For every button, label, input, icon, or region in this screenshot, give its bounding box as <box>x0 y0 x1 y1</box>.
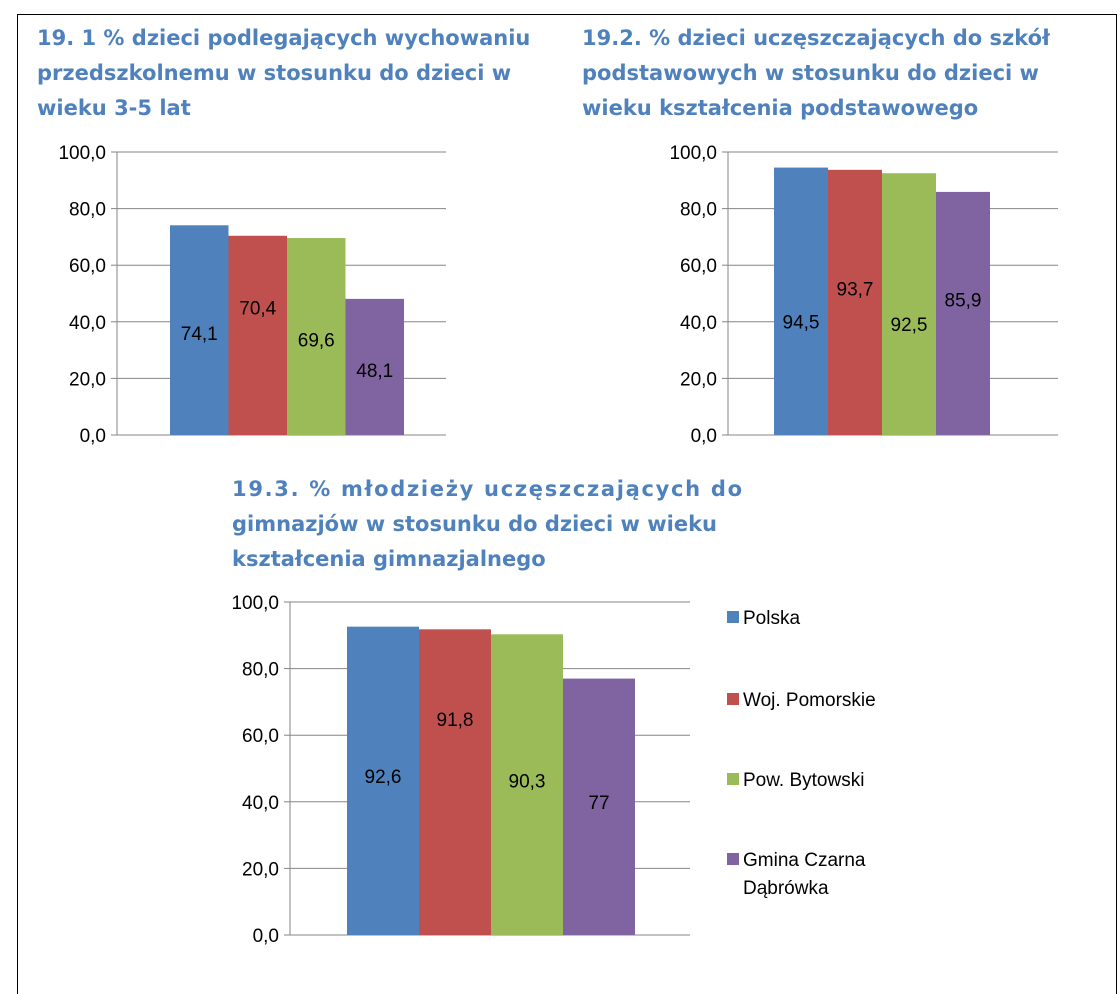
chart-title-line: przedszkolnemu w stosunku do dzieci w <box>37 61 511 85</box>
y-tick-label: 60,0 <box>680 256 717 277</box>
chart-title-line: 19.3. % młodzieży uczęszczających do <box>232 477 742 501</box>
bar-4 <box>936 191 990 435</box>
y-tick-label: 20,0 <box>680 369 717 390</box>
bar-3 <box>882 173 936 435</box>
y-tick-label: 60,0 <box>242 726 279 747</box>
bar-2 <box>828 169 882 436</box>
chart-title-line: 19.2. % dzieci uczęszczających do szkół <box>582 26 1051 50</box>
y-tick-label: 100,0 <box>669 143 717 164</box>
legend-label: Pow. Bytowski <box>743 770 864 791</box>
legend-swatch <box>727 773 739 785</box>
bar-1 <box>774 167 828 435</box>
legend-label: Gmina Czarna Dąbrówka <box>743 850 866 899</box>
legend-label: Woj. Pomorskie <box>743 690 876 711</box>
chart-title: 19. 1 % dzieci podlegających wychowaniu p… <box>37 26 530 120</box>
y-tick-label: 100,0 <box>58 143 106 164</box>
chart-title-line: wieku 3-5 lat <box>37 96 191 120</box>
bar-3 <box>287 238 346 435</box>
y-tick-label: 20,0 <box>242 859 279 880</box>
legend-label: Polska <box>743 608 800 629</box>
y-tick-label: 20,0 <box>69 369 106 390</box>
chart-title: 19.2. % dzieci uczęszczających do szkół p… <box>582 26 1051 120</box>
bar-4 <box>563 678 635 935</box>
y-tick-label: 0,0 <box>253 926 279 947</box>
figure-frame <box>17 14 1117 994</box>
data-label: 94,5 <box>783 312 820 333</box>
bar-1 <box>170 225 229 435</box>
data-label: 92,5 <box>891 315 928 336</box>
y-tick-label: 0,0 <box>80 426 106 447</box>
bar-2 <box>228 235 287 435</box>
data-label: 69,6 <box>298 331 335 352</box>
data-label: 77 <box>588 793 609 814</box>
data-label: 92,6 <box>365 767 402 788</box>
data-label: 85,9 <box>945 290 982 311</box>
data-label: 70,4 <box>239 298 276 319</box>
chart-title-line: kształcenia gimnazjalnego <box>232 547 546 571</box>
y-tick-label: 40,0 <box>242 793 279 814</box>
y-tick-label: 80,0 <box>680 200 717 221</box>
data-label: 48,1 <box>356 361 393 382</box>
y-tick-label: 40,0 <box>69 313 106 334</box>
chart-title-line: 19. 1 % dzieci podlegających wychowaniu <box>37 26 530 50</box>
legend-swatch <box>727 611 739 623</box>
y-tick-label: 80,0 <box>69 200 106 221</box>
chart-title: 19.3. % młodzieży uczęszczających do gimn… <box>232 477 742 571</box>
bar-4 <box>345 298 404 435</box>
chart-title-line: wieku kształcenia podstawowego <box>582 96 978 120</box>
y-tick-label: 0,0 <box>691 426 717 447</box>
chart-3: 19.3. % młodzieży uczęszczających do gimn… <box>231 477 742 947</box>
bar-3 <box>491 634 563 935</box>
data-label: 93,7 <box>837 279 874 300</box>
legend: Polska Woj. Pomorskie Pow. Bytowski Gmina C… <box>727 608 876 899</box>
chart-title-line: gimnazjów w stosunku do dzieci w wieku <box>232 512 717 536</box>
data-label: 91,8 <box>437 710 474 731</box>
chart-title-line: podstawowych w stosunku do dzieci w <box>582 61 1039 85</box>
data-label: 74,1 <box>181 324 218 345</box>
y-tick-label: 100,0 <box>231 593 279 614</box>
y-tick-label: 80,0 <box>242 660 279 681</box>
legend-swatch <box>727 853 739 865</box>
bar-2 <box>419 629 491 935</box>
chart-2: 19.2. % dzieci uczęszczających do szkół p… <box>582 26 1058 447</box>
chart-1: 19. 1 % dzieci podlegających wychowaniu p… <box>37 26 530 447</box>
legend-swatch <box>727 693 739 705</box>
bar-1 <box>347 626 419 935</box>
y-tick-label: 40,0 <box>680 313 717 334</box>
data-label: 90,3 <box>509 772 546 793</box>
y-tick-label: 60,0 <box>69 256 106 277</box>
